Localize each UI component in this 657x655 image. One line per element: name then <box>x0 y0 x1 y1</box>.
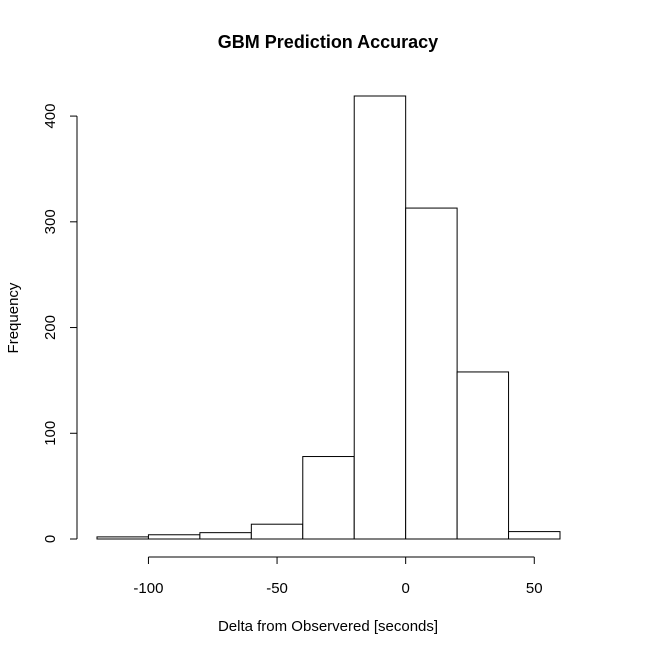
x-axis-label: Delta from Observered [seconds] <box>218 618 438 635</box>
x-tick-label-1: -50 <box>266 580 288 597</box>
x-tick-label-0: -100 <box>133 580 163 597</box>
histogram-bar-0 <box>96 536 149 540</box>
histogram-bar-6 <box>405 207 458 540</box>
y-tick-label-2: 200 <box>42 315 59 340</box>
y-tick-label-4: 400 <box>42 104 59 129</box>
histogram-bar-2 <box>199 532 252 540</box>
histogram-bar-8 <box>508 531 561 540</box>
histogram-bar-4 <box>302 456 355 540</box>
histogram-bar-5 <box>353 95 407 540</box>
y-axis: 0 100 200 300 400 <box>42 104 78 543</box>
bars-group <box>96 95 561 540</box>
y-tick-label-1: 100 <box>42 421 59 446</box>
y-tick-label-3: 300 <box>42 209 59 234</box>
histogram-bar-7 <box>456 371 510 540</box>
chart-title: GBM Prediction Accuracy <box>218 32 438 52</box>
y-tick-label-0: 0 <box>42 535 59 543</box>
x-tick-label-3: 50 <box>526 580 543 597</box>
x-tick-label-2: 0 <box>401 580 409 597</box>
y-axis-label: Frequency <box>5 282 22 353</box>
histogram-bar-1 <box>147 534 201 540</box>
x-axis: -100 -50 0 50 <box>133 556 543 597</box>
histogram-bar-3 <box>250 523 304 540</box>
